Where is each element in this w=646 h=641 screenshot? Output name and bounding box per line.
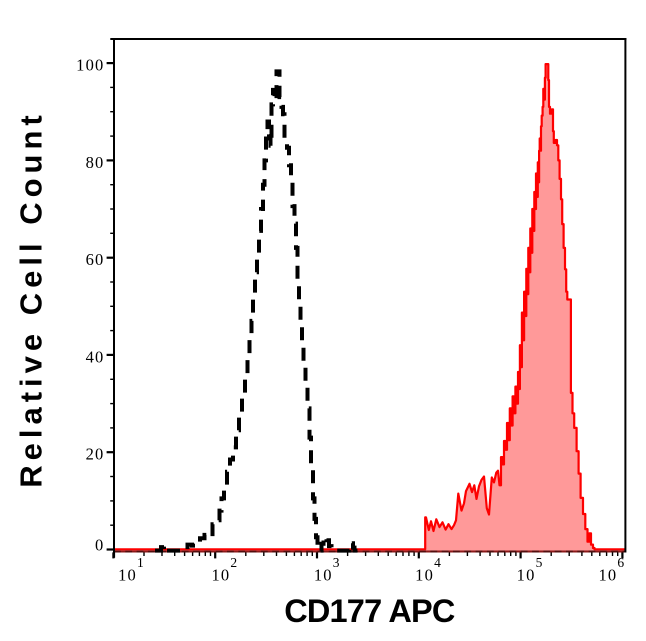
svg-text:CD177 APC: CD177 APC [284,593,455,629]
svg-text:40: 40 [86,347,105,366]
svg-text:60: 60 [86,250,105,269]
svg-text:Relative Cell Count: Relative Cell Count [14,110,49,488]
svg-text:80: 80 [86,153,105,172]
svg-text:100: 100 [76,55,104,74]
svg-text:0: 0 [95,535,104,554]
svg-text:20: 20 [86,445,105,464]
